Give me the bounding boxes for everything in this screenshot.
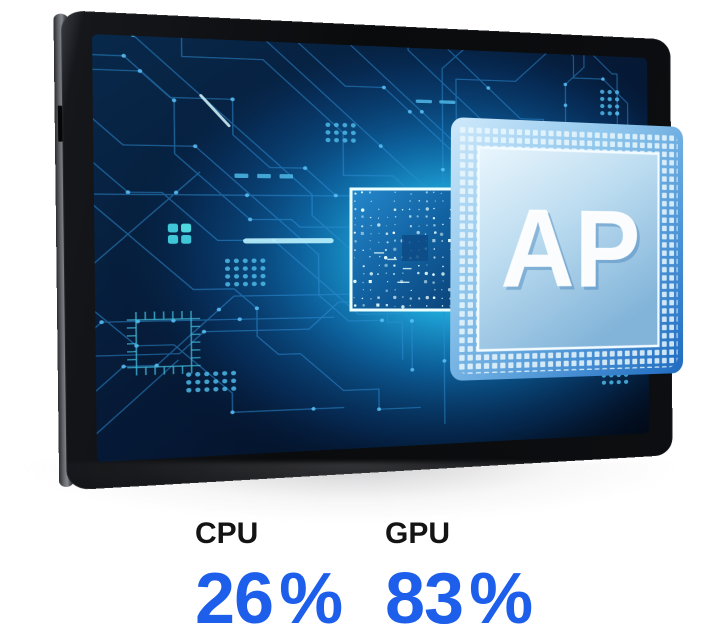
svg-text:AP: AP	[500, 186, 640, 312]
